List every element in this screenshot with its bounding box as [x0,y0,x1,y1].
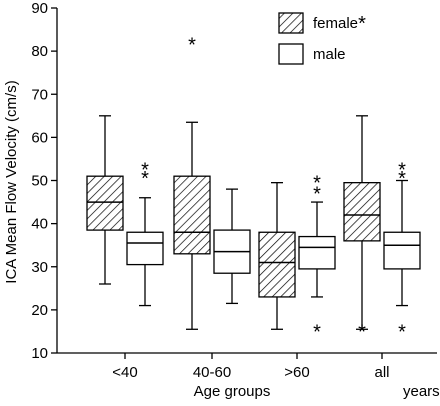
box-male [213,188,251,305]
outlier-marker: * [141,160,149,182]
x-axis-unit-label: years [403,383,440,400]
outlier-marker: * [188,35,196,57]
y-tick-label: 30 [31,259,48,276]
x-ticks: <40 40-60 >60 all [112,353,390,381]
x-tick-label: >60 [284,364,309,381]
iqr-box [86,175,124,231]
x-axis-label: Age groups [194,383,271,400]
iqr-box [258,231,296,298]
y-tick-label: 20 [31,302,48,319]
box-female [86,115,124,285]
outlier-marker: * [141,168,149,190]
outlier-marker: * [398,160,406,182]
outlier-marker: * [398,168,406,190]
y-tick-label: 70 [31,86,48,103]
x-tick-label: 40-60 [193,364,231,381]
outlier-marker: * [313,183,321,205]
box-female: ** [343,13,381,343]
y-axis-label: ICA Mean Flow Velocity (cm/s) [3,80,20,283]
iqr-box [173,175,211,255]
outlier-marker: * [358,13,366,35]
x-tick-label: all [374,364,389,381]
legend-swatch-female [278,12,304,34]
legend-label-male: male [313,46,346,63]
legend: female male [278,12,358,65]
outlier-marker: * [358,321,366,343]
y-ticks: 10 20 30 40 50 60 70 80 90 [31,0,57,362]
iqr-box [298,235,336,270]
outlier-marker: * [313,173,321,195]
boxes: *********** [86,13,421,343]
y-tick-label: 60 [31,129,48,146]
box-female: * [173,35,211,330]
iqr-box [383,231,421,270]
box-female [258,182,296,330]
outlier-marker: * [398,321,406,343]
box-male: ** [126,160,164,307]
box-male: *** [383,160,421,343]
iqr-box [126,231,164,266]
y-tick-label: 10 [31,345,48,362]
y-tick-label: 40 [31,216,48,233]
legend-label-female: female [313,15,358,32]
legend-swatch-male [278,43,304,65]
y-tick-label: 80 [31,43,48,60]
y-tick-label: 50 [31,173,48,190]
x-tick-label: <40 [112,364,137,381]
outlier-marker: * [313,321,321,343]
box-male: *** [298,173,336,343]
iqr-box [343,182,381,242]
y-tick-label: 90 [31,0,48,17]
